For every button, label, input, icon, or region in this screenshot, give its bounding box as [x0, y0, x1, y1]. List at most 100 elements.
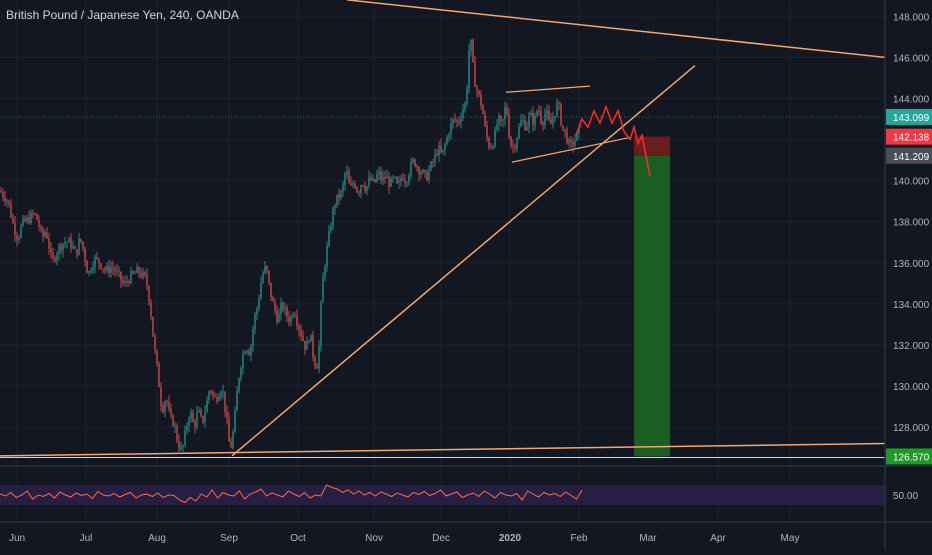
candle-body — [326, 245, 328, 267]
candle-body — [172, 415, 174, 427]
candle-body — [252, 328, 254, 346]
rsi-tick-label: 50.00 — [893, 491, 918, 502]
candle-body — [120, 271, 122, 281]
candle-body — [96, 256, 98, 259]
x-tick-label: May — [781, 533, 800, 544]
candle-body — [380, 171, 382, 181]
candle-body — [98, 258, 100, 264]
candle-body — [418, 167, 420, 175]
candle-body — [342, 184, 344, 192]
rsi-line — [0, 484, 583, 504]
candle-body — [42, 229, 44, 237]
candle-body — [214, 396, 216, 398]
candle-body — [490, 147, 492, 149]
candle-body — [102, 268, 104, 270]
candle-body — [318, 345, 320, 369]
candle-body — [210, 391, 212, 393]
candle-body — [200, 409, 202, 416]
candle-body — [80, 238, 82, 242]
candle-body — [300, 330, 302, 337]
y-tick-label: 130.000 — [893, 382, 930, 393]
candle-body — [404, 180, 406, 183]
candle-body — [292, 315, 294, 317]
candle-body — [552, 118, 554, 125]
candle-body — [570, 139, 572, 142]
candle-body — [8, 200, 10, 204]
candle-body — [0, 190, 2, 193]
candle-body — [142, 271, 144, 277]
candle-body — [504, 106, 506, 120]
candle-body — [166, 401, 168, 403]
candle-body — [88, 271, 90, 274]
candle-body — [512, 146, 514, 147]
candle-body — [566, 131, 568, 144]
candle-body — [18, 237, 20, 240]
candle-body — [374, 178, 376, 182]
candle-body — [272, 297, 274, 302]
candle-body — [246, 350, 248, 353]
candle-body — [432, 161, 434, 163]
candle-body — [124, 281, 126, 284]
y-tick-label: 136.000 — [893, 259, 930, 270]
rsi-pane — [0, 484, 885, 505]
candle-body — [226, 410, 228, 419]
candle-body — [56, 253, 58, 261]
candle-body — [230, 441, 232, 448]
candle-body — [448, 134, 450, 138]
candle-body — [158, 363, 160, 388]
candle-body — [256, 308, 258, 315]
candle-body — [44, 232, 46, 237]
candle-body — [522, 119, 524, 121]
trendlines[interactable] — [0, 0, 886, 457]
candle-body — [546, 110, 548, 115]
candle-body — [28, 217, 30, 223]
candle-body — [430, 161, 432, 171]
candle-body — [2, 192, 4, 198]
candle-body — [204, 412, 206, 422]
candle-body — [286, 307, 288, 317]
candle-body — [82, 241, 84, 250]
candle-body — [160, 387, 162, 406]
price-label-bg — [886, 448, 932, 465]
candle-body — [554, 116, 556, 119]
candle-body — [54, 257, 56, 261]
candle-body — [146, 274, 148, 287]
candle-body — [130, 271, 132, 284]
candle-body — [116, 270, 118, 272]
candle-body — [532, 113, 534, 126]
candle-body — [446, 137, 448, 145]
candle-body — [20, 225, 22, 238]
candle-body — [486, 125, 488, 139]
candle-body — [314, 356, 316, 367]
candle-body — [132, 271, 134, 274]
price-label-bg — [886, 147, 932, 164]
candle-body — [10, 203, 12, 218]
candle-body — [338, 194, 340, 198]
y-tick-label: 134.000 — [893, 300, 930, 311]
candle-body — [304, 340, 306, 350]
position-tool[interactable] — [634, 136, 670, 457]
candle-body — [452, 119, 454, 123]
candle-body — [138, 267, 140, 274]
candle-body — [164, 401, 166, 412]
candle-body — [254, 314, 256, 329]
candle-body — [74, 246, 76, 250]
candle-body — [290, 316, 292, 323]
candles — [0, 38, 582, 454]
candle-body — [278, 314, 280, 323]
candle-body — [110, 267, 112, 273]
y-tick-label: 140.000 — [893, 177, 930, 188]
candle-body — [234, 411, 236, 432]
candle-body — [382, 176, 384, 181]
candle-body — [474, 61, 476, 87]
candle-body — [466, 88, 468, 104]
candle-body — [202, 415, 204, 422]
candle-body — [350, 183, 352, 186]
candle-body — [384, 176, 386, 179]
candle-body — [262, 273, 264, 283]
candle-body — [472, 39, 474, 62]
candle-body — [450, 122, 452, 135]
candle-body — [284, 307, 286, 310]
